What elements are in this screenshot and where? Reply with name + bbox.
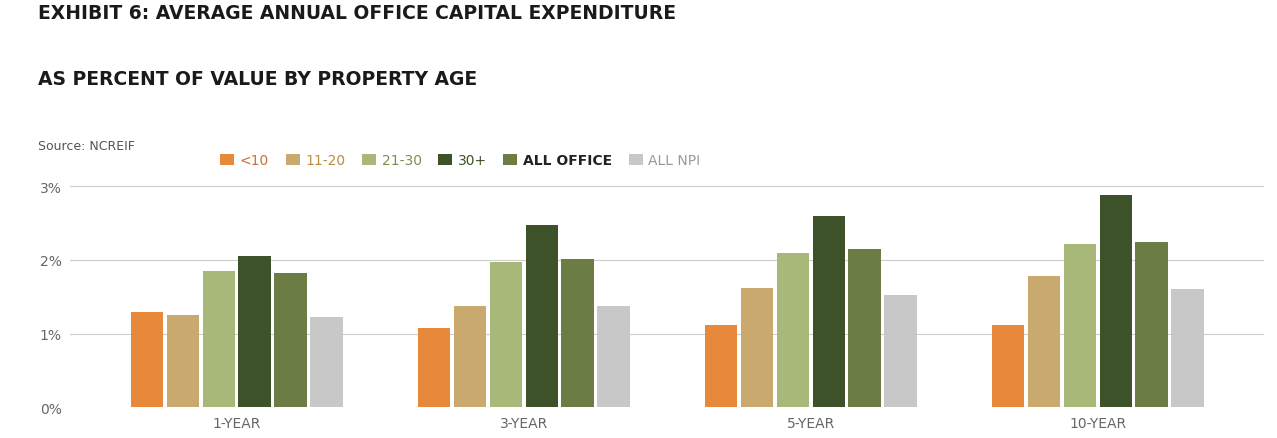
Bar bbox=[992, 325, 1024, 407]
Bar bbox=[1099, 196, 1131, 407]
Text: AS PERCENT OF VALUE BY PROPERTY AGE: AS PERCENT OF VALUE BY PROPERTY AGE bbox=[38, 70, 478, 89]
Bar bbox=[310, 318, 342, 407]
Legend: <10, 11-20, 21-30, 30+, ALL OFFICE, ALL NPI: <10, 11-20, 21-30, 30+, ALL OFFICE, ALL … bbox=[221, 154, 700, 168]
Text: EXHIBIT 6: AVERAGE ANNUAL OFFICE CAPITAL EXPENDITURE: EXHIBIT 6: AVERAGE ANNUAL OFFICE CAPITAL… bbox=[38, 4, 677, 23]
Bar bbox=[1028, 276, 1060, 407]
Bar bbox=[203, 272, 235, 407]
Bar bbox=[741, 288, 773, 407]
Text: Source: NCREIF: Source: NCREIF bbox=[38, 140, 135, 153]
Bar bbox=[453, 306, 487, 407]
Bar bbox=[1171, 290, 1204, 407]
Bar bbox=[776, 253, 808, 407]
Bar bbox=[562, 260, 594, 407]
Bar bbox=[130, 312, 163, 407]
Bar bbox=[1135, 242, 1167, 407]
Bar bbox=[884, 296, 917, 407]
Bar bbox=[705, 325, 737, 407]
Bar bbox=[489, 263, 522, 407]
Bar bbox=[418, 329, 451, 407]
Bar bbox=[526, 225, 558, 407]
Bar bbox=[275, 274, 306, 407]
Bar bbox=[1064, 244, 1096, 407]
Bar bbox=[598, 306, 630, 407]
Bar bbox=[848, 249, 881, 407]
Bar bbox=[239, 257, 271, 407]
Bar bbox=[812, 216, 845, 407]
Bar bbox=[167, 315, 199, 407]
